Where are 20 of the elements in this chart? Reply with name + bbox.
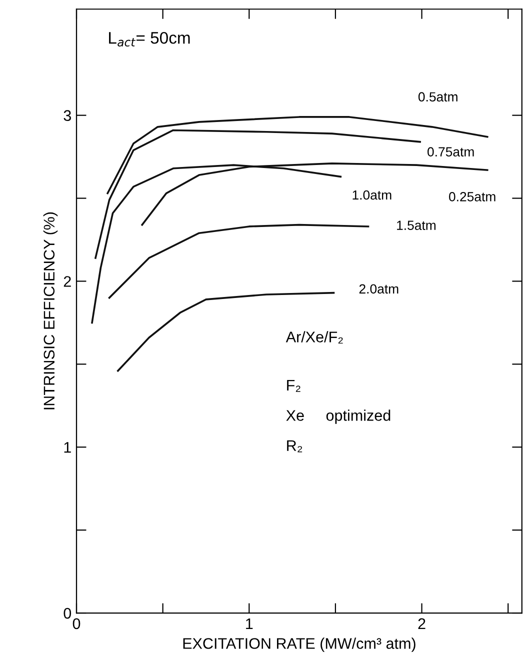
y-tick-label: 0 (64, 608, 72, 619)
series-label: 0.5atm (418, 92, 458, 102)
annotation: Ar/Xe/F₂ (286, 331, 343, 344)
y-tick-label: 1 (64, 442, 71, 453)
series-label: 1.0atm (352, 190, 392, 200)
y-tick-label: 3 (64, 110, 71, 121)
x-tick-label: 2 (418, 618, 426, 629)
x-tick-label: 0 (72, 618, 80, 630)
text: 1.5atm (397, 220, 436, 230)
annotation: R₂ (287, 440, 302, 452)
x-axis-title: EXCITATION RATE (MW/cm³ atm) (183, 638, 416, 652)
annotation: Xe optimized (286, 410, 390, 424)
series-label: 0.25atm (449, 192, 496, 202)
series-label: 0.75atm (428, 147, 474, 157)
series-label: 2.0atm (359, 284, 398, 294)
x-tick-label: 1 (246, 618, 253, 629)
y-tick-label: 2 (64, 276, 71, 287)
annotation: F₂ (287, 380, 300, 392)
annotation: L$_{act}$= 50cm (109, 32, 190, 46)
y-axis-title: INTRINSIC EFFICIENCY (%) (43, 212, 58, 410)
